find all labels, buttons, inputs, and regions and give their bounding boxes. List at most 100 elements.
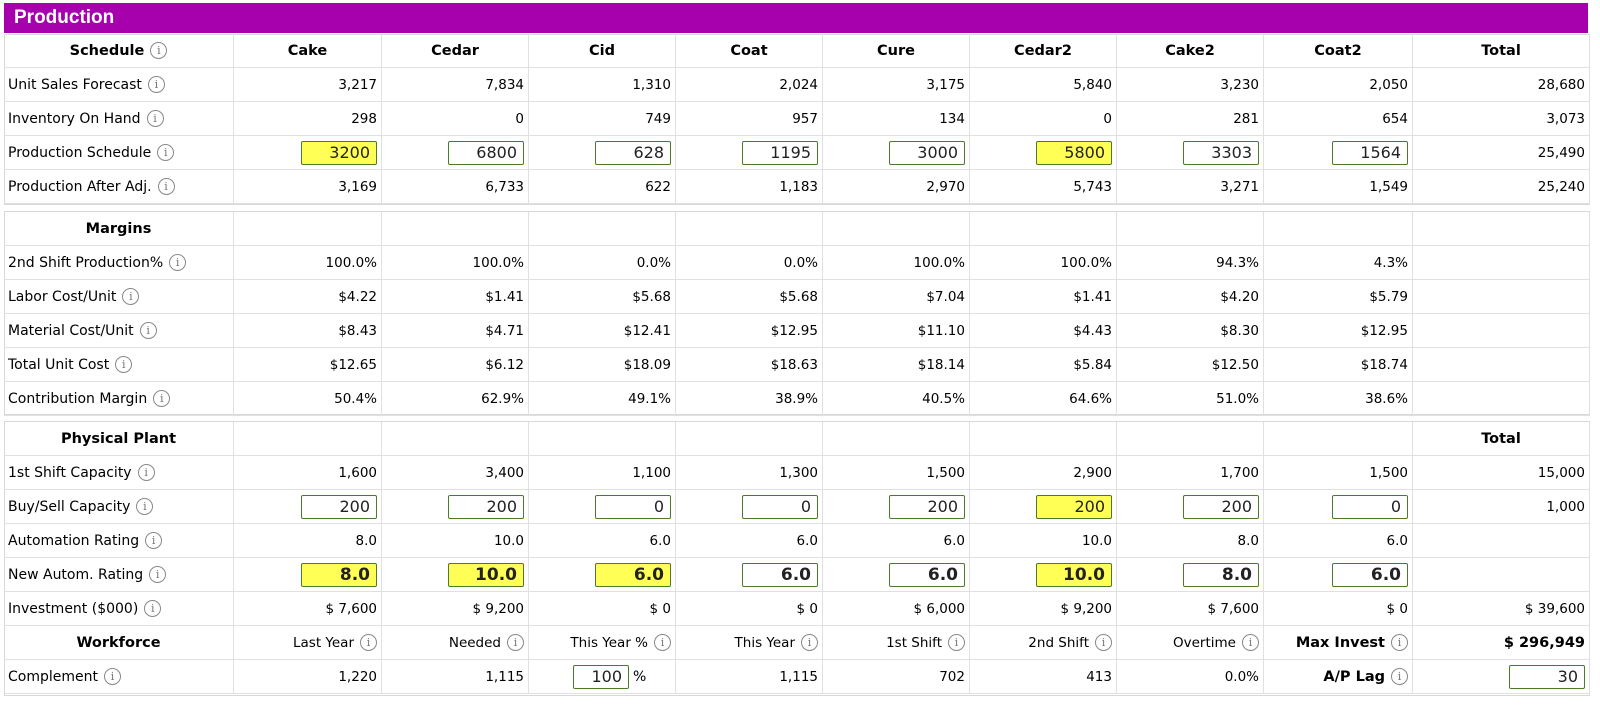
new-autom-rating-input[interactable] bbox=[1183, 562, 1259, 587]
new-autom-rating-input[interactable] bbox=[1332, 562, 1408, 587]
workforce-heading: Workforce bbox=[4, 626, 234, 660]
buy-sell-capacity-input[interactable] bbox=[889, 494, 965, 519]
cell-value: 62.9% bbox=[481, 390, 524, 407]
production-schedule-input[interactable] bbox=[742, 140, 818, 165]
buy-sell-capacity-input[interactable] bbox=[301, 494, 377, 519]
production-schedule-input[interactable] bbox=[889, 140, 965, 165]
row-total: $ 39,600 bbox=[1413, 592, 1590, 626]
cell-coat: 957 bbox=[676, 102, 823, 136]
new-autom-rating-input[interactable] bbox=[301, 562, 377, 587]
cell-value: $12.65 bbox=[329, 356, 377, 373]
info-icon[interactable]: i bbox=[948, 634, 965, 651]
cell-value: 6.0 bbox=[1386, 532, 1408, 549]
new-autom-rating-input[interactable] bbox=[1036, 562, 1112, 587]
buy-sell-capacity-input[interactable] bbox=[1332, 494, 1408, 519]
cell-value: 3,217 bbox=[338, 76, 377, 93]
buy-sell-capacity-input[interactable] bbox=[448, 494, 524, 519]
info-icon[interactable]: i bbox=[1391, 634, 1408, 651]
row-label: Investment ($000) i bbox=[4, 592, 234, 626]
production-schedule-input[interactable] bbox=[1036, 140, 1112, 165]
new-autom-rating-input[interactable] bbox=[595, 562, 671, 587]
info-icon[interactable]: i bbox=[149, 566, 167, 583]
cell-cedar2: 100.0% bbox=[970, 246, 1117, 280]
product-name: Cedar2 bbox=[1014, 42, 1072, 59]
info-icon[interactable]: i bbox=[1391, 668, 1408, 685]
cell-cake: 1,600 bbox=[234, 456, 382, 490]
info-icon[interactable]: i bbox=[157, 144, 175, 161]
info-icon[interactable]: i bbox=[1095, 634, 1112, 651]
info-icon[interactable]: i bbox=[139, 322, 157, 339]
column-header: Last Year bbox=[293, 634, 354, 651]
buy-sell-capacity-input[interactable] bbox=[742, 494, 818, 519]
cell-coat2: 6.0 bbox=[1264, 524, 1413, 558]
ap-lag-input[interactable] bbox=[1509, 664, 1585, 689]
info-icon[interactable]: i bbox=[150, 42, 168, 59]
buy-sell-capacity-input[interactable] bbox=[595, 494, 671, 519]
info-icon[interactable]: i bbox=[137, 464, 155, 481]
production-schedule-input[interactable] bbox=[448, 140, 524, 165]
production-schedule-input[interactable] bbox=[595, 140, 671, 165]
this-year-percent-input[interactable] bbox=[573, 664, 629, 689]
info-icon[interactable]: i bbox=[1242, 634, 1259, 651]
empty-cell bbox=[382, 422, 529, 456]
new-autom-rating-input[interactable] bbox=[889, 562, 965, 587]
production-schedule-input[interactable] bbox=[1332, 140, 1408, 165]
cell-cake2 bbox=[1117, 136, 1264, 170]
cell-value: 1,500 bbox=[926, 464, 965, 481]
info-icon[interactable]: i bbox=[144, 600, 162, 617]
info-icon[interactable]: i bbox=[136, 498, 154, 515]
cell-value: $12.41 bbox=[623, 322, 671, 339]
cell-cedar bbox=[382, 136, 529, 170]
empty-cell bbox=[234, 422, 382, 456]
empty-cell bbox=[1117, 212, 1264, 246]
production-schedule-input[interactable] bbox=[1183, 140, 1259, 165]
info-icon[interactable]: i bbox=[153, 390, 171, 407]
info-icon[interactable]: i bbox=[169, 254, 187, 271]
info-icon[interactable]: i bbox=[360, 634, 377, 651]
info-icon[interactable]: i bbox=[115, 356, 133, 373]
cell-cake: 3,217 bbox=[234, 68, 382, 102]
label-text: A/P Lag bbox=[1323, 668, 1385, 685]
cell-cedar2 bbox=[970, 558, 1117, 592]
product-name: Cure bbox=[877, 42, 915, 59]
buy-sell-capacity-input[interactable] bbox=[1036, 494, 1112, 519]
empty-cell bbox=[234, 212, 382, 246]
cell-cake2: 1,700 bbox=[1117, 456, 1264, 490]
buy-sell-capacity-input[interactable] bbox=[1183, 494, 1259, 519]
info-icon[interactable]: i bbox=[157, 178, 175, 195]
cell-cake2: $12.50 bbox=[1117, 348, 1264, 382]
product-name: Cake bbox=[287, 42, 328, 59]
info-icon[interactable]: i bbox=[103, 668, 121, 685]
info-icon[interactable]: i bbox=[146, 110, 164, 127]
cell-coat2: $18.74 bbox=[1264, 348, 1413, 382]
cell-coat2 bbox=[1264, 558, 1413, 592]
cell-cid: 622 bbox=[529, 170, 676, 204]
cell-value: $18.14 bbox=[917, 356, 965, 373]
cell-cid: 6.0 bbox=[529, 524, 676, 558]
row-label-text: New Autom. Rating bbox=[8, 566, 144, 583]
row-total: 28,680 bbox=[1413, 68, 1590, 102]
cell-cedar bbox=[382, 490, 529, 524]
cell-coat bbox=[676, 136, 823, 170]
row-automation-rating: Automation Rating i 8.0 10.0 6.0 6.0 6.0 10.0 8.… bbox=[4, 524, 1590, 558]
new-autom-rating-input[interactable] bbox=[448, 562, 524, 587]
row-total-unit-cost: Total Unit Cost i $12.65 $6.12 $18.09 $18.63 $… bbox=[4, 348, 1590, 382]
info-icon[interactable]: i bbox=[122, 288, 140, 305]
page-title: Production bbox=[4, 3, 1588, 33]
production-schedule-input[interactable] bbox=[301, 140, 377, 165]
cell-cedar: 6,733 bbox=[382, 170, 529, 204]
row-label-text: Total Unit Cost bbox=[8, 356, 110, 373]
cell-coat2: $ 0 bbox=[1264, 592, 1413, 626]
new-autom-rating-input[interactable] bbox=[742, 562, 818, 587]
section-heading: Margins bbox=[85, 220, 152, 237]
info-icon[interactable]: i bbox=[801, 634, 818, 651]
empty-cell bbox=[1413, 212, 1590, 246]
complement-overtime: 0.0% bbox=[1117, 660, 1264, 694]
info-icon[interactable]: i bbox=[654, 634, 671, 651]
info-icon[interactable]: i bbox=[147, 76, 165, 93]
info-icon[interactable]: i bbox=[507, 634, 524, 651]
info-icon[interactable]: i bbox=[145, 532, 163, 549]
cell-cake2 bbox=[1117, 490, 1264, 524]
cell-value: $5.68 bbox=[632, 288, 671, 305]
empty-cell bbox=[1117, 422, 1264, 456]
